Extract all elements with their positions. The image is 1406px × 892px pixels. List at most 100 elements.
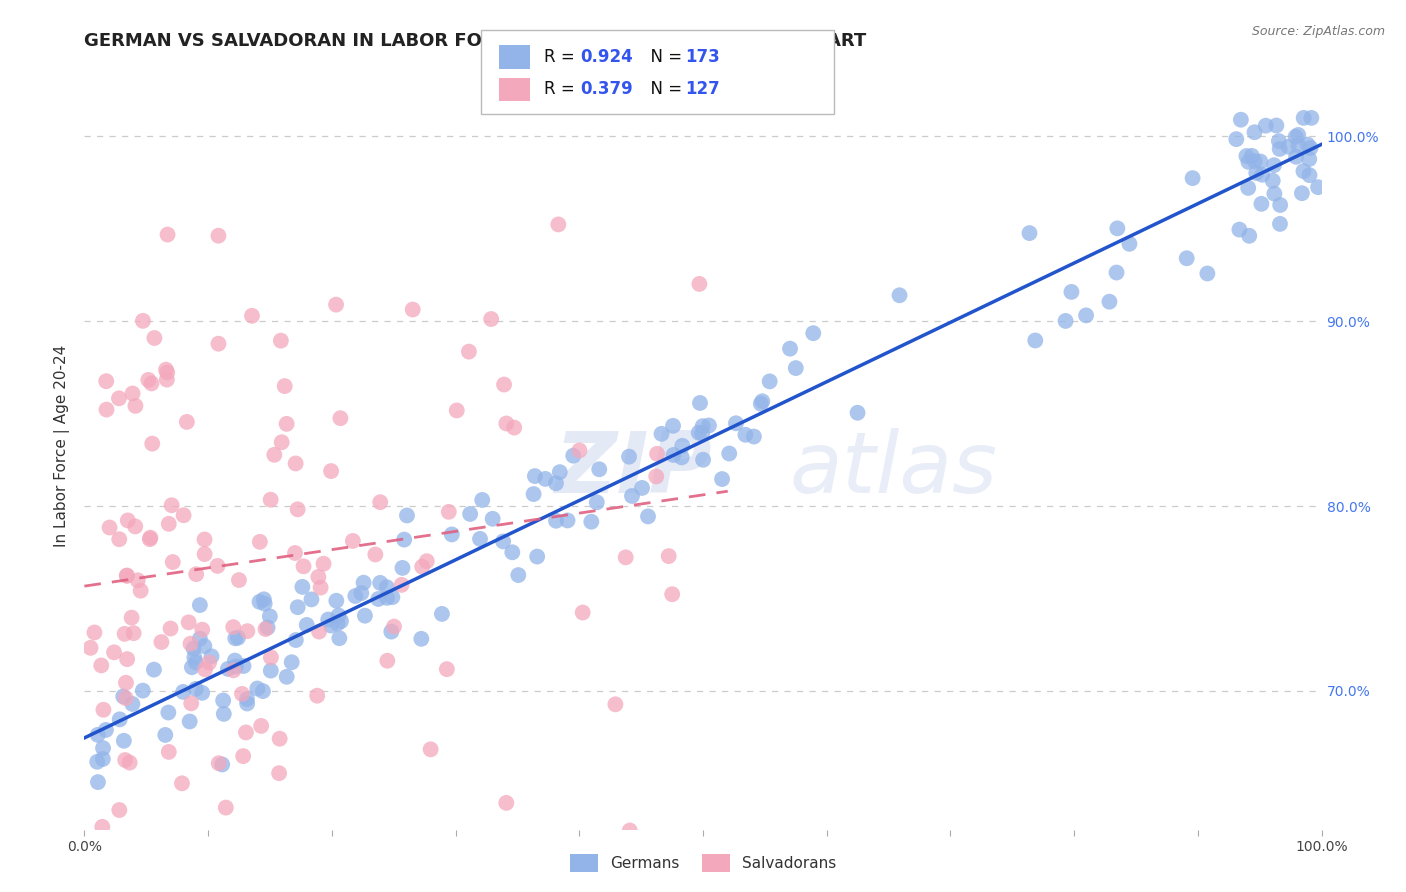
- Point: [259, 609, 281, 624]
- Point: [263, 448, 285, 462]
- Point: [479, 312, 502, 326]
- Point: [328, 631, 350, 645]
- Point: [319, 464, 342, 478]
- Point: [312, 557, 335, 571]
- Point: [342, 533, 364, 548]
- Point: [526, 549, 548, 564]
- Point: [1237, 181, 1260, 195]
- Point: [276, 670, 298, 684]
- Point: [186, 567, 208, 582]
- Point: [1250, 197, 1272, 211]
- Point: [86, 831, 108, 846]
- Point: [458, 507, 481, 521]
- Point: [184, 681, 207, 696]
- Point: [188, 632, 211, 646]
- Point: [157, 516, 180, 531]
- Point: [191, 623, 214, 637]
- Point: [121, 610, 143, 624]
- Point: [1197, 267, 1219, 281]
- Point: [1107, 221, 1129, 235]
- Point: [114, 691, 136, 706]
- Point: [326, 616, 349, 631]
- Point: [172, 685, 194, 699]
- Point: [392, 533, 415, 547]
- Point: [136, 373, 159, 387]
- Point: [367, 592, 389, 607]
- Point: [96, 402, 118, 417]
- Point: [269, 731, 291, 746]
- Point: [249, 534, 271, 549]
- Point: [391, 578, 413, 592]
- Point: [671, 450, 693, 465]
- Point: [440, 527, 463, 541]
- Point: [325, 298, 347, 312]
- Point: [236, 697, 259, 711]
- Point: [87, 728, 110, 742]
- Point: [124, 519, 146, 533]
- Point: [291, 580, 314, 594]
- Point: [718, 446, 741, 460]
- Point: [301, 831, 323, 846]
- Point: [562, 449, 585, 463]
- Point: [232, 659, 254, 673]
- Point: [155, 728, 177, 742]
- Point: [1243, 154, 1265, 169]
- Point: [136, 831, 159, 846]
- Point: [1299, 141, 1322, 155]
- Point: [246, 681, 269, 696]
- Point: [1286, 128, 1309, 142]
- Point: [211, 757, 233, 772]
- Text: ZIP: ZIP: [554, 427, 713, 510]
- Point: [198, 656, 221, 670]
- Point: [280, 655, 302, 669]
- Point: [1298, 168, 1320, 182]
- Point: [267, 766, 290, 780]
- Point: [1237, 154, 1260, 169]
- Point: [183, 641, 205, 656]
- Point: [256, 621, 278, 635]
- Point: [1265, 119, 1288, 133]
- Point: [1298, 152, 1320, 166]
- Point: [758, 375, 780, 389]
- Point: [661, 587, 683, 601]
- Point: [231, 687, 253, 701]
- Point: [121, 386, 143, 401]
- Point: [350, 586, 373, 600]
- Point: [156, 366, 179, 380]
- Point: [156, 373, 179, 387]
- Text: N =: N =: [640, 48, 688, 66]
- Point: [481, 512, 503, 526]
- Point: [344, 589, 367, 603]
- Point: [381, 590, 404, 604]
- Point: [301, 592, 323, 607]
- Point: [122, 626, 145, 640]
- Point: [129, 583, 152, 598]
- Point: [224, 632, 246, 646]
- Point: [91, 820, 114, 834]
- Point: [207, 558, 229, 573]
- Point: [779, 342, 801, 356]
- Point: [194, 547, 217, 561]
- Point: [222, 620, 245, 634]
- Point: [458, 344, 481, 359]
- Point: [446, 403, 468, 417]
- Point: [235, 725, 257, 739]
- Point: [889, 288, 911, 302]
- Point: [1240, 149, 1263, 163]
- Point: [180, 696, 202, 710]
- Point: [217, 662, 239, 676]
- Text: R =: R =: [544, 80, 581, 98]
- Point: [391, 561, 413, 575]
- Point: [1181, 171, 1204, 186]
- Point: [494, 377, 516, 392]
- Point: [1278, 140, 1301, 154]
- Point: [688, 425, 710, 440]
- Point: [692, 452, 714, 467]
- Point: [662, 448, 685, 462]
- Point: [193, 639, 215, 653]
- Y-axis label: In Labor Force | Age 20-24: In Labor Force | Age 20-24: [55, 345, 70, 547]
- Point: [1251, 168, 1274, 182]
- Text: 0.379: 0.379: [581, 80, 634, 98]
- Point: [103, 645, 125, 659]
- Point: [1175, 252, 1198, 266]
